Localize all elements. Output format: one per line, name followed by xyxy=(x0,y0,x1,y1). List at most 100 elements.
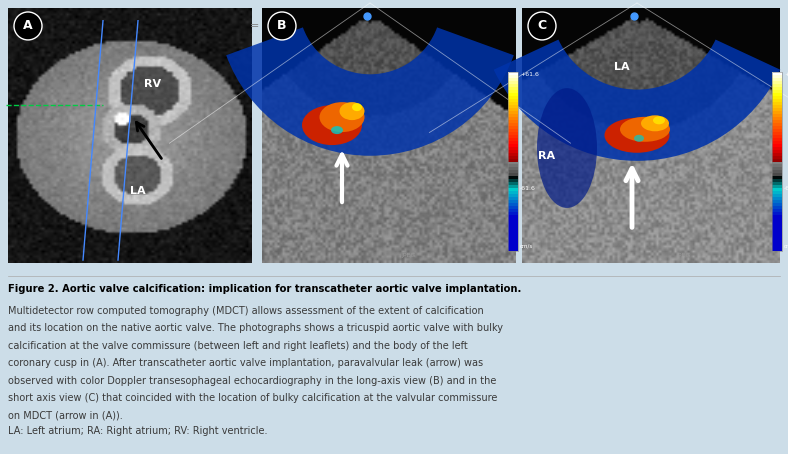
Bar xyxy=(772,224,782,227)
Bar xyxy=(772,120,782,123)
Bar xyxy=(508,87,518,90)
Bar xyxy=(772,212,782,215)
Bar xyxy=(508,164,518,168)
Bar xyxy=(508,138,518,141)
Bar xyxy=(508,123,518,126)
Bar xyxy=(772,153,782,156)
Bar xyxy=(508,185,518,188)
Text: Figure 2. Aortic valve calcification: implication for transcatheter aortic valve: Figure 2. Aortic valve calcification: im… xyxy=(8,284,522,294)
Bar xyxy=(772,215,782,218)
Bar xyxy=(508,120,518,123)
Text: JPEG: JPEG xyxy=(677,252,691,257)
Bar xyxy=(508,111,518,114)
Bar xyxy=(772,170,782,173)
Bar xyxy=(772,206,782,209)
Bar xyxy=(508,147,518,150)
Bar xyxy=(508,245,518,247)
Bar xyxy=(522,8,780,262)
Text: B: B xyxy=(277,20,287,32)
Bar xyxy=(772,84,782,87)
Text: +61.6: +61.6 xyxy=(784,72,788,77)
Bar xyxy=(772,117,782,120)
Ellipse shape xyxy=(352,103,362,111)
Bar xyxy=(508,247,518,251)
Text: coronary cusp in (A). After transcatheter aortic valve implantation, paravalvula: coronary cusp in (A). After transcathete… xyxy=(8,358,483,368)
Text: RV: RV xyxy=(144,79,162,89)
Bar xyxy=(508,79,518,81)
Bar xyxy=(508,236,518,239)
Bar xyxy=(772,93,782,96)
Bar xyxy=(772,108,782,111)
Ellipse shape xyxy=(604,118,670,153)
Bar xyxy=(508,212,518,215)
Bar xyxy=(508,242,518,245)
Bar xyxy=(772,156,782,158)
Bar xyxy=(508,200,518,203)
Ellipse shape xyxy=(340,102,365,120)
Bar xyxy=(772,90,782,93)
Bar xyxy=(772,200,782,203)
Bar xyxy=(508,215,518,218)
Bar xyxy=(772,176,782,179)
Bar xyxy=(508,108,518,111)
Bar xyxy=(772,138,782,141)
Bar xyxy=(772,221,782,224)
Bar xyxy=(508,209,518,212)
Bar xyxy=(772,150,782,153)
Bar xyxy=(772,143,782,147)
Text: LA: LA xyxy=(130,186,146,196)
Bar xyxy=(508,203,518,206)
Bar xyxy=(772,102,782,105)
Bar xyxy=(772,242,782,245)
Bar xyxy=(508,117,518,120)
Bar xyxy=(508,72,518,251)
Text: A: A xyxy=(23,20,33,32)
Bar xyxy=(508,158,518,162)
Bar xyxy=(508,96,518,99)
Bar xyxy=(508,197,518,200)
Bar xyxy=(772,209,782,212)
Bar xyxy=(772,230,782,233)
Bar xyxy=(508,230,518,233)
Bar xyxy=(772,247,782,251)
Bar xyxy=(772,168,782,170)
Circle shape xyxy=(14,12,42,40)
Bar xyxy=(508,218,518,221)
Text: on MDCT (arrow in (A)).: on MDCT (arrow in (A)). xyxy=(8,411,123,421)
Circle shape xyxy=(528,12,556,40)
Bar xyxy=(508,153,518,156)
Bar xyxy=(8,8,252,262)
Bar xyxy=(772,239,782,242)
Bar xyxy=(508,105,518,108)
Ellipse shape xyxy=(620,117,670,142)
Bar xyxy=(508,99,518,102)
Bar xyxy=(772,114,782,117)
Bar xyxy=(772,105,782,108)
Bar xyxy=(772,162,782,164)
Bar xyxy=(772,87,782,90)
Bar xyxy=(508,162,518,164)
Ellipse shape xyxy=(319,102,365,132)
Bar xyxy=(772,72,782,251)
Bar xyxy=(772,147,782,150)
Bar xyxy=(772,126,782,129)
Text: LA: LA xyxy=(614,62,630,72)
Bar xyxy=(772,183,782,185)
Bar xyxy=(508,84,518,87)
Bar xyxy=(508,90,518,93)
Text: short axis view (C) that coincided with the location of bulky calcification at t: short axis view (C) that coincided with … xyxy=(8,393,497,403)
Bar xyxy=(508,156,518,158)
Bar xyxy=(508,93,518,96)
Text: cm/s: cm/s xyxy=(520,244,533,249)
Bar xyxy=(508,179,518,183)
Bar xyxy=(772,197,782,200)
Bar xyxy=(508,233,518,236)
Bar xyxy=(772,135,782,138)
Bar xyxy=(772,164,782,168)
Ellipse shape xyxy=(302,105,362,145)
Bar xyxy=(772,173,782,176)
Bar xyxy=(262,8,516,262)
Bar xyxy=(772,123,782,126)
Ellipse shape xyxy=(653,116,665,124)
Text: JPEG: JPEG xyxy=(402,252,416,257)
